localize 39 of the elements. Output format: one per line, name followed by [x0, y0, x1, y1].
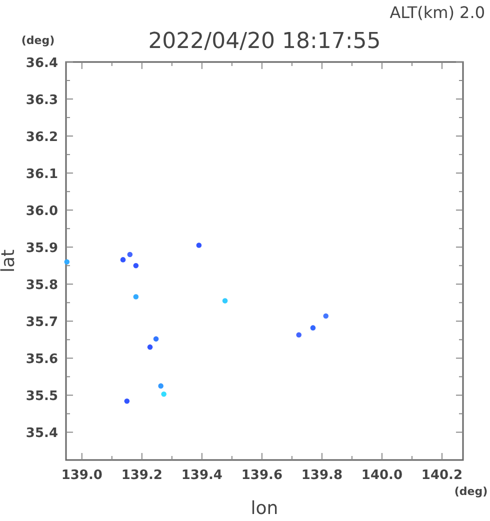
point	[133, 262, 139, 268]
y-tick-label: 35.7	[26, 315, 58, 330]
y-tick-label: 36.2	[26, 130, 58, 146]
x-tick-label: 140.2	[421, 468, 463, 483]
y-axis-title: lat	[0, 249, 19, 273]
y-tick-label: 36.0	[26, 204, 58, 220]
point	[64, 259, 70, 265]
x-tick-label: 139.2	[121, 468, 162, 483]
point	[222, 298, 228, 304]
y-tick-label: 35.9	[26, 241, 58, 256]
y-tick-label: 35.5	[26, 389, 58, 404]
point	[120, 257, 126, 262]
point	[196, 242, 202, 248]
point	[296, 332, 302, 338]
text: (deg)	[454, 485, 488, 498]
y-tick-label: 35.8	[26, 278, 58, 294]
point	[147, 344, 153, 350]
point	[310, 325, 316, 330]
x-tick-label: 139.8	[301, 468, 343, 483]
x-tick-label: 139.4	[181, 468, 222, 483]
point	[133, 294, 139, 300]
point	[158, 383, 164, 389]
text: (deg)	[21, 34, 55, 47]
y-tick-label: 36.3	[26, 93, 58, 108]
point	[323, 313, 329, 319]
y-tick-label: 35.6	[26, 352, 58, 368]
x-tick-label: 139.6	[241, 468, 283, 483]
point	[161, 391, 166, 397]
point	[127, 252, 133, 258]
x-tick-label: 139.0	[61, 468, 102, 483]
x-axis-title: lon	[250, 498, 278, 519]
point	[124, 398, 130, 404]
y-tick-label: 36.4	[26, 56, 58, 71]
text: ALT(km) 2.0	[390, 3, 485, 22]
chart-title: 2022/04/20 18:17:55	[148, 29, 381, 54]
y-tick-label: 35.4	[26, 426, 58, 442]
point	[153, 336, 159, 342]
x-tick-label: 140.0	[361, 468, 403, 483]
y-tick-label: 36.1	[26, 167, 58, 182]
